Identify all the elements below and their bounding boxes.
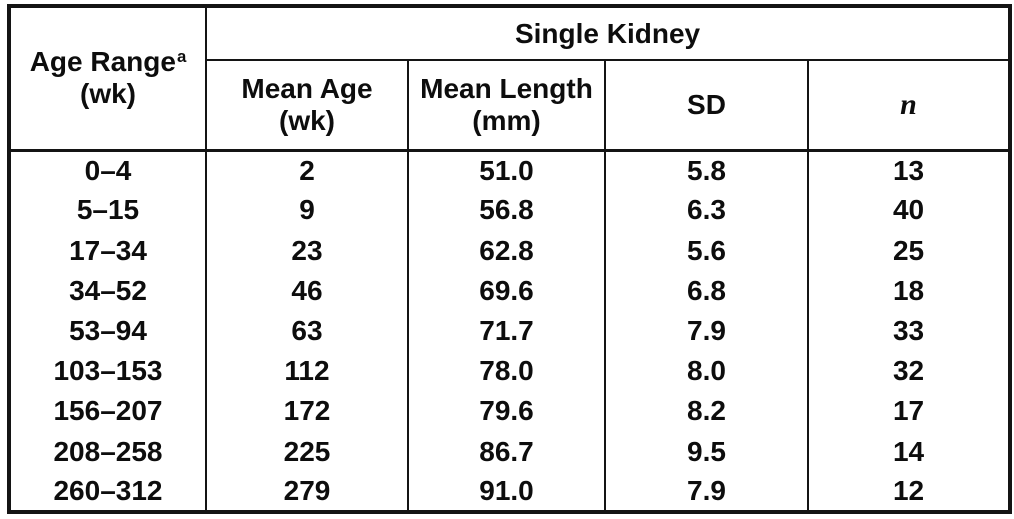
col-header-age-range: Age Rangea (wk)	[8, 6, 207, 152]
cell-n: 12	[806, 471, 1012, 512]
cell-mean-length: 69.6	[407, 270, 606, 311]
cell-mean-length: 86.7	[407, 431, 606, 472]
cell-mean-length: 51.0	[407, 150, 606, 191]
cell-mean-age: 63	[205, 310, 409, 352]
col-header-sd: SD	[604, 60, 809, 152]
cell-n: 25	[806, 230, 1012, 271]
cell-mean-length: 91.0	[407, 471, 606, 512]
table-body: 0–4 2 51.0 5.8 13 5–15 9 56.8 6.3 40 17–…	[8, 150, 1012, 512]
cell-mean-age: 46	[205, 270, 409, 311]
cell-age-range: 260–312	[8, 471, 207, 512]
cell-age-range: 103–153	[8, 351, 207, 392]
kidney-length-table: Age Rangea (wk) Single Kidney Mean Age (…	[7, 4, 1013, 514]
cell-age-range: 0–4	[8, 150, 207, 191]
footnote-marker: a	[176, 46, 187, 66]
cell-n: 14	[806, 431, 1012, 472]
group-header-single-kidney: Single Kidney	[204, 6, 1012, 61]
cell-n: 32	[806, 351, 1012, 392]
cell-n: 17	[806, 391, 1012, 432]
table-row: 53–94 63 71.7 7.9 33	[8, 310, 1012, 352]
table-row: 5–15 9 56.8 6.3 40	[8, 190, 1012, 231]
n-label: n	[900, 87, 917, 121]
mean-age-label: Mean Age	[241, 72, 373, 104]
age-range-label: Age Range	[29, 46, 176, 78]
group-header-row: Age Rangea (wk) Single Kidney	[8, 6, 1012, 152]
mean-length-label: Mean Length	[420, 72, 593, 104]
cell-age-range: 5–15	[8, 190, 207, 231]
cell-age-range: 53–94	[8, 310, 207, 352]
table-row: 260–312 279 91.0 7.9 12	[8, 471, 1012, 512]
cell-mean-age: 2	[205, 150, 409, 191]
cell-mean-age: 172	[205, 391, 409, 432]
table-row: 208–258 225 86.7 9.5 14	[8, 431, 1012, 472]
cell-sd: 7.9	[604, 471, 809, 512]
cell-sd: 8.2	[604, 391, 809, 432]
cell-sd: 6.3	[604, 190, 809, 231]
cell-mean-age: 23	[205, 230, 409, 271]
sub-header-row: Mean Age (wk) Mean Length (mm) SD n	[9, 60, 1012, 152]
col-header-mean-length: Mean Length (mm)	[407, 60, 606, 152]
age-range-unit: (wk)	[80, 78, 136, 110]
cell-age-range: 208–258	[8, 431, 207, 472]
col-header-n: n	[806, 60, 1012, 152]
cell-mean-length: 62.8	[407, 230, 606, 271]
table-header: Age Rangea (wk) Single Kidney Mean Age (…	[8, 6, 1012, 152]
cell-sd: 6.8	[604, 270, 809, 311]
cell-age-range: 17–34	[8, 230, 207, 271]
table-row: 17–34 23 62.8 5.6 25	[8, 230, 1012, 271]
cell-n: 40	[806, 190, 1012, 231]
cell-sd: 8.0	[604, 351, 809, 392]
cell-n: 18	[806, 270, 1012, 311]
table-row: 156–207 172 79.6 8.2 17	[8, 391, 1012, 432]
cell-sd: 5.6	[604, 230, 809, 271]
cell-n: 33	[806, 310, 1012, 352]
cell-mean-length: 78.0	[407, 351, 606, 392]
mean-age-unit: (wk)	[279, 104, 335, 136]
table-row: 0–4 2 51.0 5.8 13	[8, 150, 1012, 191]
cell-mean-age: 112	[205, 351, 409, 392]
cell-mean-age: 9	[205, 190, 409, 231]
cell-mean-length: 71.7	[407, 310, 606, 352]
cell-age-range: 34–52	[8, 270, 207, 311]
table-row: 103–153 112 78.0 8.0 32	[8, 351, 1012, 392]
mean-length-unit: (mm)	[472, 104, 541, 136]
cell-sd: 5.8	[604, 150, 809, 191]
cell-mean-age: 225	[205, 431, 409, 472]
cell-sd: 7.9	[604, 310, 809, 352]
cell-age-range: 156–207	[8, 391, 207, 432]
cell-n: 13	[806, 150, 1012, 191]
cell-mean-length: 56.8	[407, 190, 606, 231]
sd-label: SD	[687, 88, 726, 120]
table-row: 34–52 46 69.6 6.8 18	[8, 270, 1012, 311]
cell-mean-length: 79.6	[407, 391, 606, 432]
cell-sd: 9.5	[604, 431, 809, 472]
cell-mean-age: 279	[205, 471, 409, 512]
col-header-mean-age: Mean Age (wk)	[205, 60, 409, 152]
